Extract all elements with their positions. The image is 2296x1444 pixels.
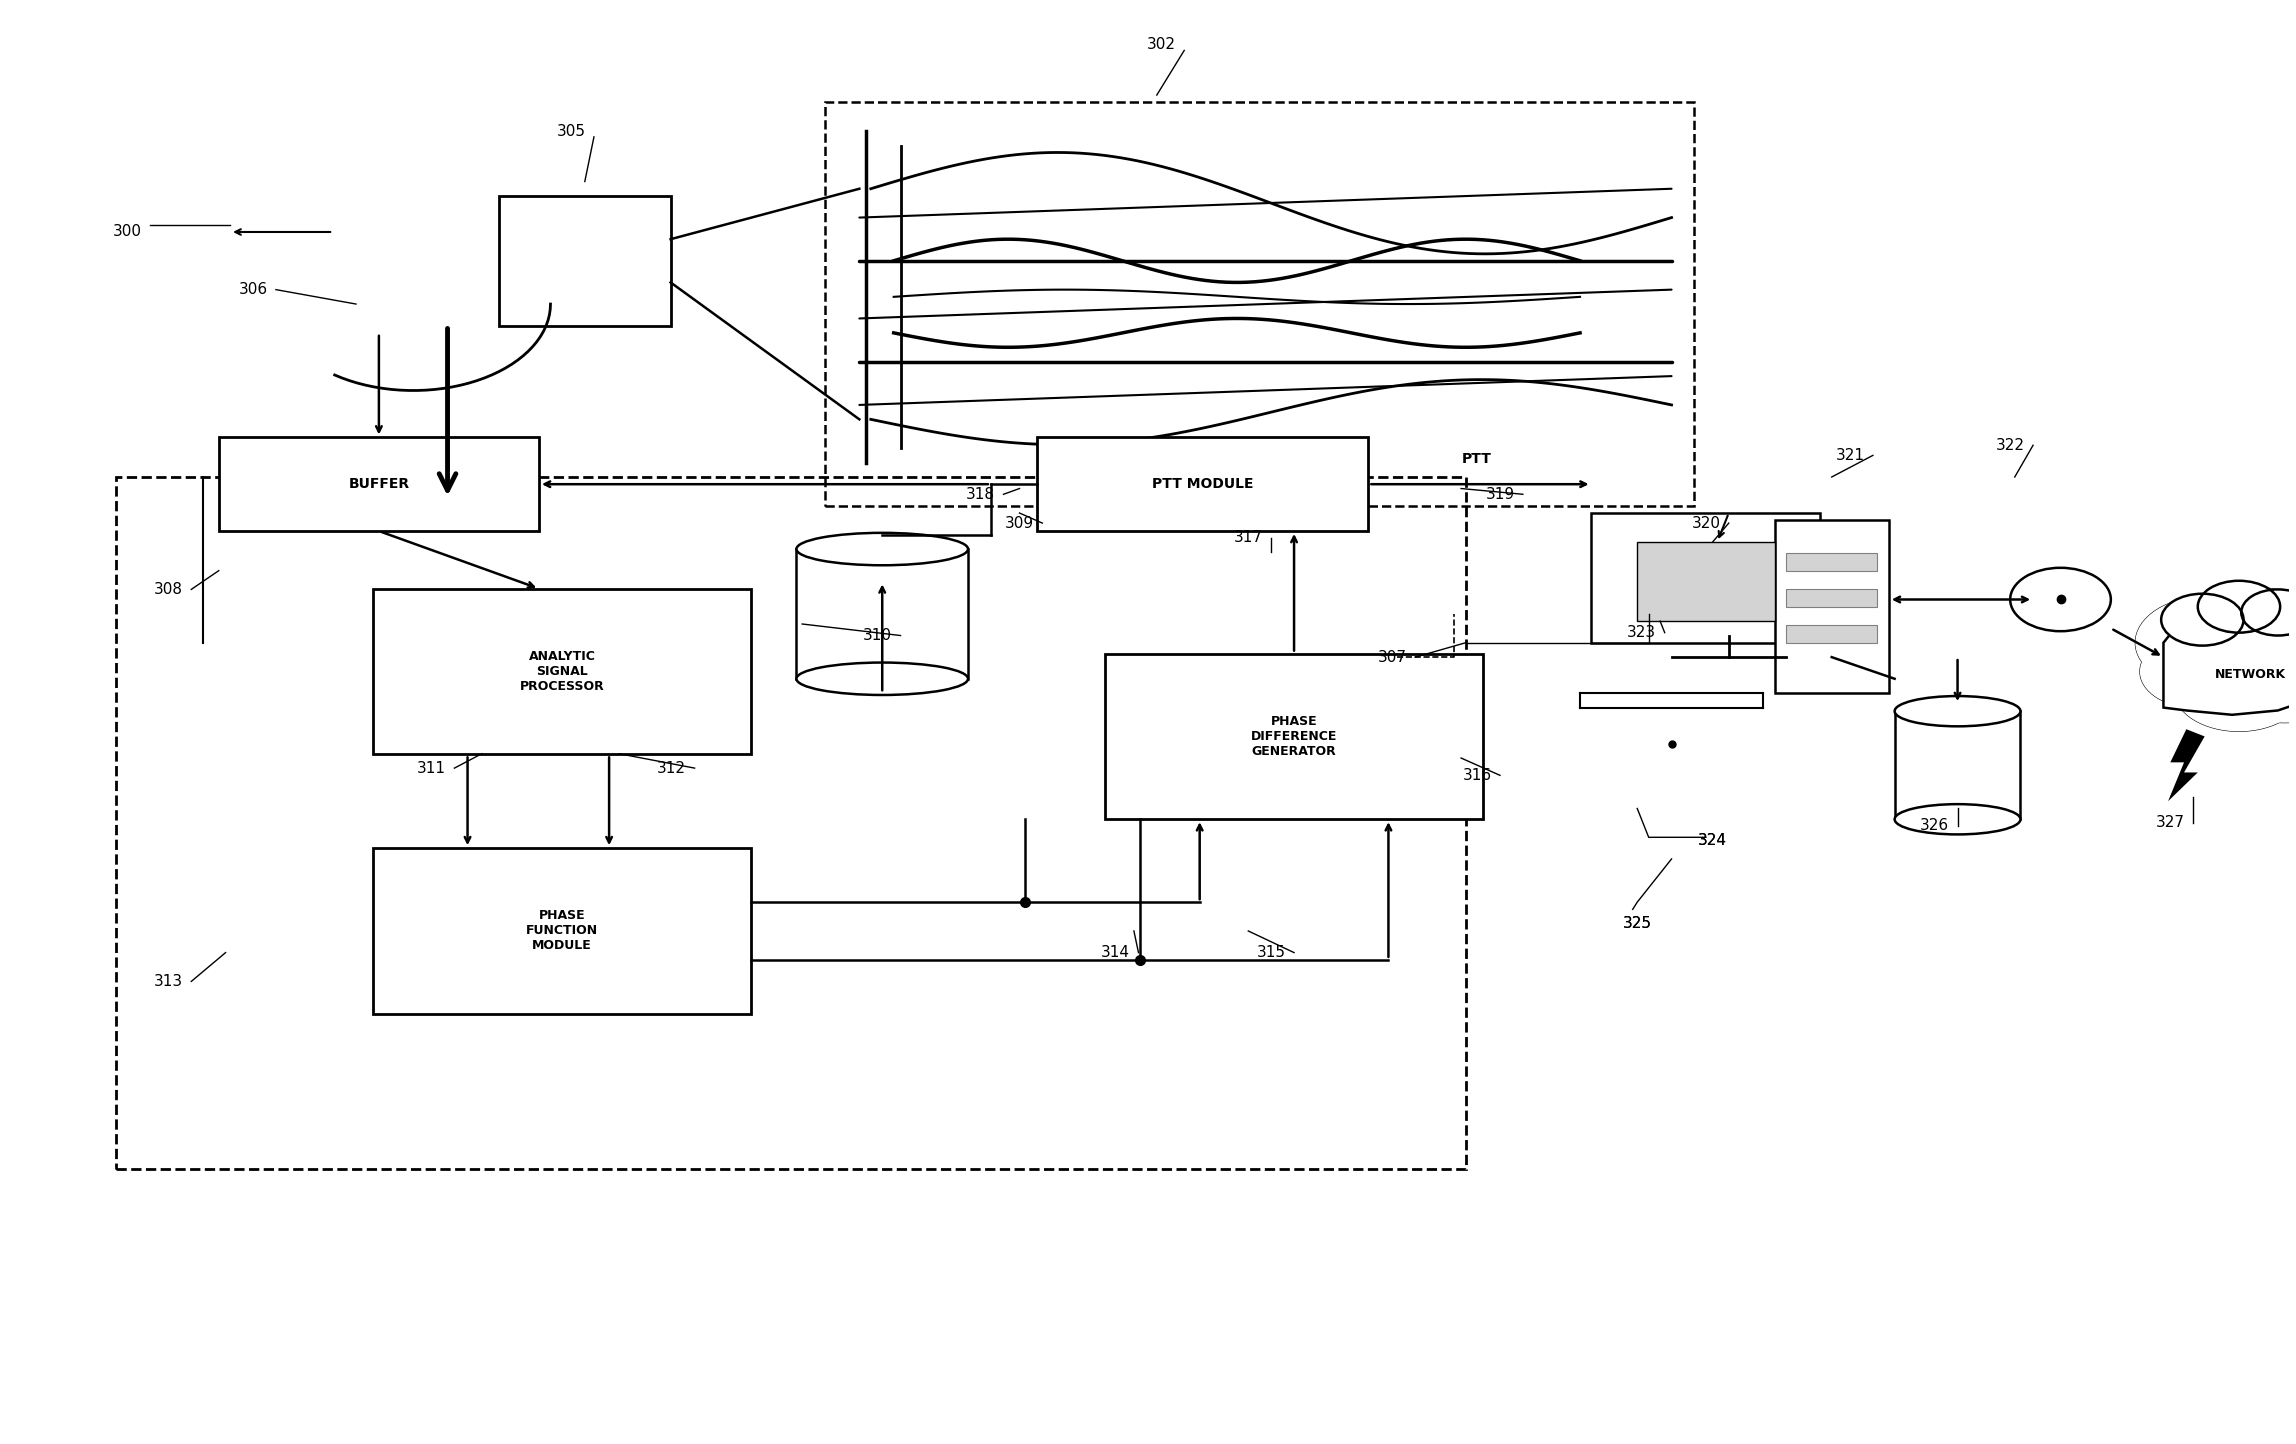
Text: NETWORK: NETWORK — [2216, 669, 2287, 682]
Circle shape — [2140, 635, 2255, 708]
Text: PTT MODULE: PTT MODULE — [1153, 477, 1254, 491]
Circle shape — [2220, 599, 2296, 686]
Ellipse shape — [797, 663, 969, 695]
Polygon shape — [2167, 729, 2204, 801]
Text: 310: 310 — [863, 628, 893, 643]
Text: 319: 319 — [1486, 487, 1515, 501]
Circle shape — [2135, 596, 2282, 689]
Text: PTT: PTT — [1463, 452, 1492, 465]
Circle shape — [2135, 596, 2282, 689]
Text: 321: 321 — [1835, 448, 1864, 464]
Text: 311: 311 — [418, 761, 445, 775]
FancyBboxPatch shape — [1786, 625, 1878, 643]
Circle shape — [2140, 635, 2255, 708]
Circle shape — [2174, 650, 2296, 731]
Circle shape — [2161, 593, 2243, 645]
Circle shape — [2220, 599, 2296, 686]
Text: 314: 314 — [1102, 944, 1130, 960]
Text: 306: 306 — [239, 282, 269, 297]
FancyBboxPatch shape — [374, 848, 751, 1014]
Text: 327: 327 — [2156, 816, 2186, 830]
FancyBboxPatch shape — [1775, 520, 1890, 693]
Text: 309: 309 — [1006, 516, 1033, 530]
Text: 322: 322 — [1995, 438, 2025, 453]
Text: 325: 325 — [1623, 917, 1651, 931]
Circle shape — [2250, 628, 2296, 700]
Text: PHASE
FUNCTION
MODULE: PHASE FUNCTION MODULE — [526, 910, 597, 953]
FancyBboxPatch shape — [498, 196, 670, 326]
Text: 325: 325 — [1623, 917, 1651, 931]
Circle shape — [2227, 650, 2296, 722]
Text: 315: 315 — [1256, 944, 1286, 960]
Text: 326: 326 — [1919, 819, 1949, 833]
Text: 313: 313 — [154, 973, 184, 989]
FancyBboxPatch shape — [374, 589, 751, 754]
Text: 323: 323 — [1628, 625, 1655, 640]
Text: PHASE
DIFFERENCE
GENERATOR: PHASE DIFFERENCE GENERATOR — [1251, 715, 1336, 758]
Text: 302: 302 — [1148, 38, 1176, 52]
FancyBboxPatch shape — [1591, 513, 1821, 643]
Ellipse shape — [1894, 804, 2020, 835]
Circle shape — [2190, 588, 2296, 669]
Circle shape — [2197, 580, 2280, 632]
Text: 316: 316 — [1463, 768, 1492, 783]
FancyBboxPatch shape — [1104, 654, 1483, 819]
Text: 317: 317 — [1233, 530, 1263, 544]
FancyBboxPatch shape — [218, 438, 540, 531]
Polygon shape — [2163, 592, 2296, 715]
Circle shape — [2227, 650, 2296, 722]
Text: 307: 307 — [1378, 650, 1407, 664]
Text: 318: 318 — [967, 487, 994, 501]
Text: 324: 324 — [1699, 833, 1727, 848]
FancyBboxPatch shape — [1637, 542, 1775, 621]
FancyBboxPatch shape — [1894, 712, 2020, 819]
Text: 324: 324 — [1699, 833, 1727, 848]
Text: BUFFER: BUFFER — [349, 477, 409, 491]
Ellipse shape — [1894, 696, 2020, 726]
Text: ANALYTIC
SIGNAL
PROCESSOR: ANALYTIC SIGNAL PROCESSOR — [519, 650, 604, 693]
Circle shape — [2250, 628, 2296, 700]
Text: 300: 300 — [113, 224, 142, 240]
FancyBboxPatch shape — [1786, 589, 1878, 606]
Text: 312: 312 — [657, 761, 687, 775]
FancyBboxPatch shape — [1038, 438, 1368, 531]
FancyBboxPatch shape — [797, 549, 969, 679]
FancyBboxPatch shape — [1786, 553, 1878, 570]
Text: 308: 308 — [154, 582, 184, 596]
Ellipse shape — [797, 533, 969, 565]
Circle shape — [2174, 650, 2296, 731]
Text: 320: 320 — [1692, 516, 1720, 530]
Circle shape — [2190, 588, 2296, 669]
Text: 305: 305 — [556, 124, 585, 139]
Circle shape — [2241, 589, 2296, 635]
